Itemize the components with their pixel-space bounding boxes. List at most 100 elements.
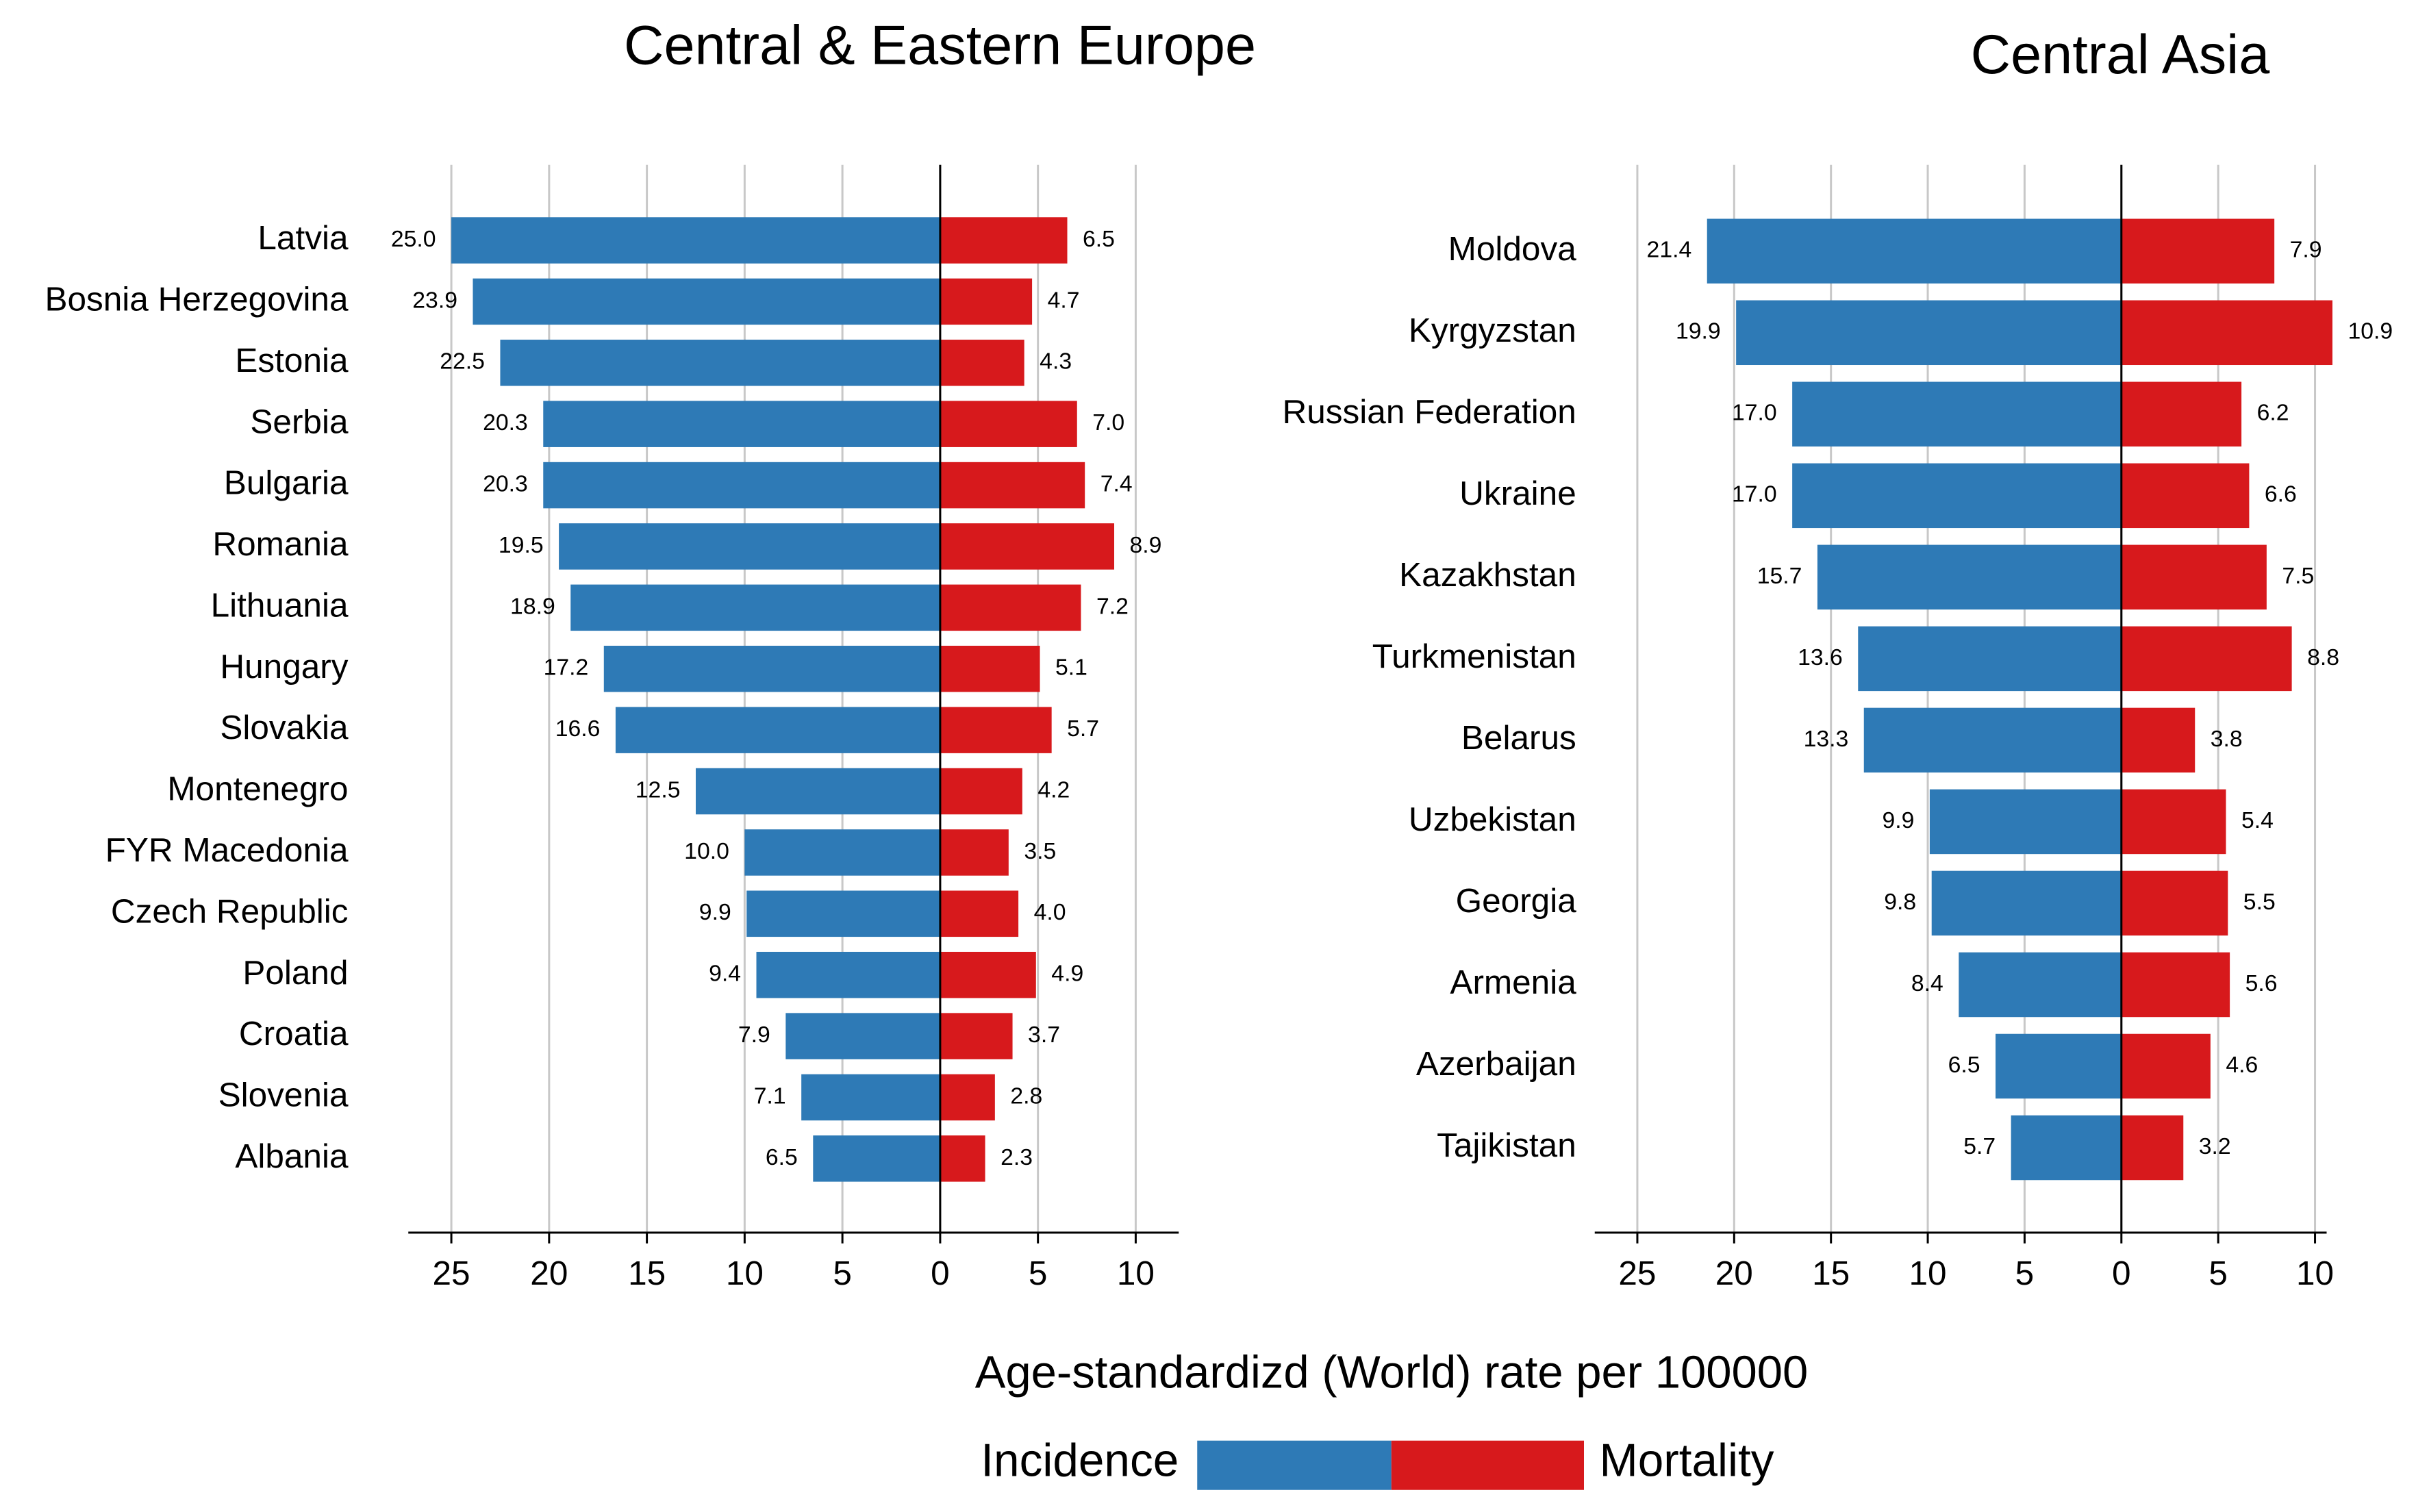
value-label: 7.4 xyxy=(1100,470,1133,496)
bar xyxy=(940,1013,1013,1059)
bar xyxy=(2121,1115,2184,1181)
value-label: 8.8 xyxy=(2307,644,2339,670)
value-label: 3.7 xyxy=(1028,1022,1060,1048)
category-label: Serbia xyxy=(250,403,349,440)
x-tick-label: 5 xyxy=(2209,1255,2228,1292)
bar xyxy=(1863,707,2122,773)
category-label: Turkmenistan xyxy=(1372,638,1576,675)
bar xyxy=(2121,952,2230,1018)
bar xyxy=(1792,381,2122,447)
x-tick-label: 10 xyxy=(1117,1255,1155,1292)
x-tick-label: 10 xyxy=(726,1255,764,1292)
bar xyxy=(756,951,940,998)
value-label: 4.3 xyxy=(1040,349,1072,375)
value-label: 5.5 xyxy=(2243,889,2276,915)
bar xyxy=(2121,463,2250,529)
x-tick-label: 5 xyxy=(2015,1255,2035,1292)
bar xyxy=(746,890,940,937)
value-label: 7.9 xyxy=(2290,237,2322,263)
value-label: 6.5 xyxy=(766,1144,798,1170)
bar xyxy=(813,1135,940,1182)
value-label: 9.8 xyxy=(1884,889,1916,915)
bar xyxy=(785,1013,940,1059)
value-label: 5.6 xyxy=(2245,970,2278,996)
value-label: 3.5 xyxy=(1024,838,1056,864)
value-label: 6.5 xyxy=(1083,226,1115,252)
bar xyxy=(1792,463,2122,529)
x-tick-label: 15 xyxy=(1812,1255,1850,1292)
value-label: 15.7 xyxy=(1757,563,1802,589)
bar xyxy=(940,951,1036,998)
bar xyxy=(801,1074,940,1121)
category-label: Montenegro xyxy=(167,770,348,808)
bar xyxy=(940,829,1009,876)
category-label: Bosnia Herzegovina xyxy=(45,280,348,318)
value-label: 10.0 xyxy=(684,838,729,864)
value-label: 13.6 xyxy=(1798,644,1843,670)
x-tick-label: 25 xyxy=(1618,1255,1656,1292)
value-label: 19.9 xyxy=(1676,318,1721,344)
bar xyxy=(940,462,1085,509)
bar xyxy=(1996,1033,2122,1099)
bar xyxy=(2121,789,2226,855)
bar xyxy=(603,645,940,692)
bar xyxy=(2011,1115,2122,1181)
value-label: 7.1 xyxy=(754,1083,786,1109)
value-label: 2.8 xyxy=(1010,1083,1042,1109)
value-label: 16.6 xyxy=(555,716,601,742)
value-label: 7.0 xyxy=(1092,410,1124,436)
legend-label: Mortality xyxy=(1600,1435,1774,1486)
value-label: 4.6 xyxy=(2226,1052,2258,1078)
legend-label: Incidence xyxy=(981,1435,1179,1486)
chart-title: Central Asia xyxy=(1971,24,2271,86)
value-label: 18.9 xyxy=(510,593,555,619)
value-label: 6.5 xyxy=(1948,1052,1980,1078)
category-label: Bulgaria xyxy=(224,464,349,502)
category-label: FYR Macedonia xyxy=(105,831,349,869)
bar xyxy=(1858,626,2122,692)
value-label: 7.5 xyxy=(2282,563,2314,589)
category-label: Moldova xyxy=(1448,230,1577,268)
value-label: 21.4 xyxy=(1647,237,1692,263)
bar xyxy=(1707,218,2122,284)
category-label: Romania xyxy=(212,525,349,563)
x-tick-label: 15 xyxy=(628,1255,666,1292)
bar xyxy=(2121,707,2195,773)
bar xyxy=(940,890,1019,937)
category-label: Slovenia xyxy=(218,1076,349,1114)
bar xyxy=(2121,626,2292,692)
value-label: 2.3 xyxy=(1001,1144,1033,1170)
category-label: Albania xyxy=(235,1137,349,1175)
category-label: Ukraine xyxy=(1459,475,1576,512)
value-label: 3.2 xyxy=(2199,1133,2231,1159)
x-tick-label: 0 xyxy=(2112,1255,2131,1292)
bar xyxy=(500,340,940,386)
value-label: 8.4 xyxy=(1911,970,1943,996)
x-tick-label: 0 xyxy=(931,1255,950,1292)
value-label: 4.2 xyxy=(1037,777,1070,803)
value-label: 9.9 xyxy=(1882,807,1914,833)
value-label: 8.9 xyxy=(1130,532,1162,558)
category-label: Kyrgyzstan xyxy=(1409,312,1576,349)
value-label: 5.4 xyxy=(2241,807,2274,833)
bar xyxy=(2121,218,2275,284)
value-label: 9.4 xyxy=(709,961,741,987)
value-label: 17.0 xyxy=(1732,481,1777,507)
category-label: Czech Republic xyxy=(111,892,349,930)
bar xyxy=(940,645,1040,692)
bar xyxy=(695,768,940,815)
bar xyxy=(940,1074,995,1121)
category-label: Georgia xyxy=(1456,882,1577,920)
category-label: Tajikistan xyxy=(1437,1126,1576,1164)
value-label: 22.5 xyxy=(440,349,485,375)
bar xyxy=(940,768,1022,815)
bar xyxy=(451,217,940,264)
category-label: Poland xyxy=(242,954,348,992)
chart-title: Central & Eastern Europe xyxy=(624,14,1256,76)
bar xyxy=(940,584,1081,631)
category-label: Azerbaijan xyxy=(1416,1045,1576,1083)
category-label: Croatia xyxy=(239,1015,349,1053)
bar xyxy=(2121,544,2267,610)
